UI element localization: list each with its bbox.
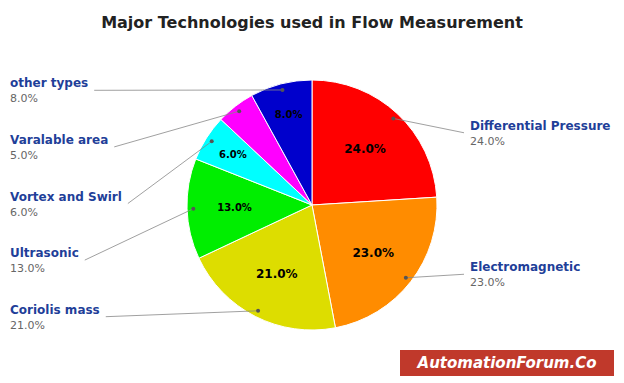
slice-labels: 24.0% 23.0% 21.0% 13.0% 6.0% 8.0%	[217, 109, 394, 281]
callout-value: 23.0%	[470, 276, 505, 289]
pie-slice	[312, 80, 437, 205]
leader-dot	[191, 207, 195, 211]
data-label: 21.0%	[256, 267, 298, 281]
callout-label: Differential Pressure	[470, 119, 611, 133]
leader-dot	[210, 139, 214, 143]
leader-dot	[256, 309, 260, 313]
callout-value: 5.0%	[10, 149, 38, 162]
pie	[187, 80, 437, 330]
data-label: 24.0%	[344, 142, 386, 156]
watermark-box	[400, 350, 614, 376]
leader-line	[406, 274, 464, 278]
callout-label: other types	[10, 76, 88, 90]
callout-label: Electromagnetic	[470, 260, 580, 274]
data-label: 8.0%	[275, 109, 303, 120]
leader-line	[85, 209, 194, 260]
data-label: 6.0%	[219, 149, 247, 160]
callout-value: 21.0%	[10, 319, 45, 332]
leader-dot	[237, 109, 241, 113]
callout-label: Coriolis mass	[10, 303, 100, 317]
leader-line	[106, 311, 258, 317]
leader-dot	[391, 116, 395, 120]
chart-svg: Major Technologies used in Flow Measurem…	[0, 0, 624, 383]
data-label: 23.0%	[352, 246, 394, 260]
leader-line	[393, 118, 464, 132]
chart-title: Major Technologies used in Flow Measurem…	[101, 13, 523, 32]
callout-label: Vortex and Swirl	[10, 190, 122, 204]
data-label: 13.0%	[217, 202, 252, 213]
callout-value: 6.0%	[10, 206, 38, 219]
pie-slice	[252, 80, 312, 205]
annotation: AutomationForum.Co	[417, 354, 597, 372]
leader-line	[114, 111, 239, 147]
callout-value: 24.0%	[470, 135, 505, 148]
leader-line	[128, 141, 212, 203]
callout-label: Varalable area	[10, 133, 108, 147]
callout-value: 8.0%	[10, 92, 38, 105]
callouts: other types 8.0% Varalable area 5.0% Vortex …	[10, 76, 611, 331]
callout-label: Ultrasonic	[10, 246, 79, 260]
leader-dot	[404, 276, 408, 280]
leader-line	[94, 89, 282, 90]
callout-value: 13.0%	[10, 262, 45, 275]
watermark: AutomationForum.Co	[400, 350, 614, 376]
leader-dot	[280, 88, 284, 92]
